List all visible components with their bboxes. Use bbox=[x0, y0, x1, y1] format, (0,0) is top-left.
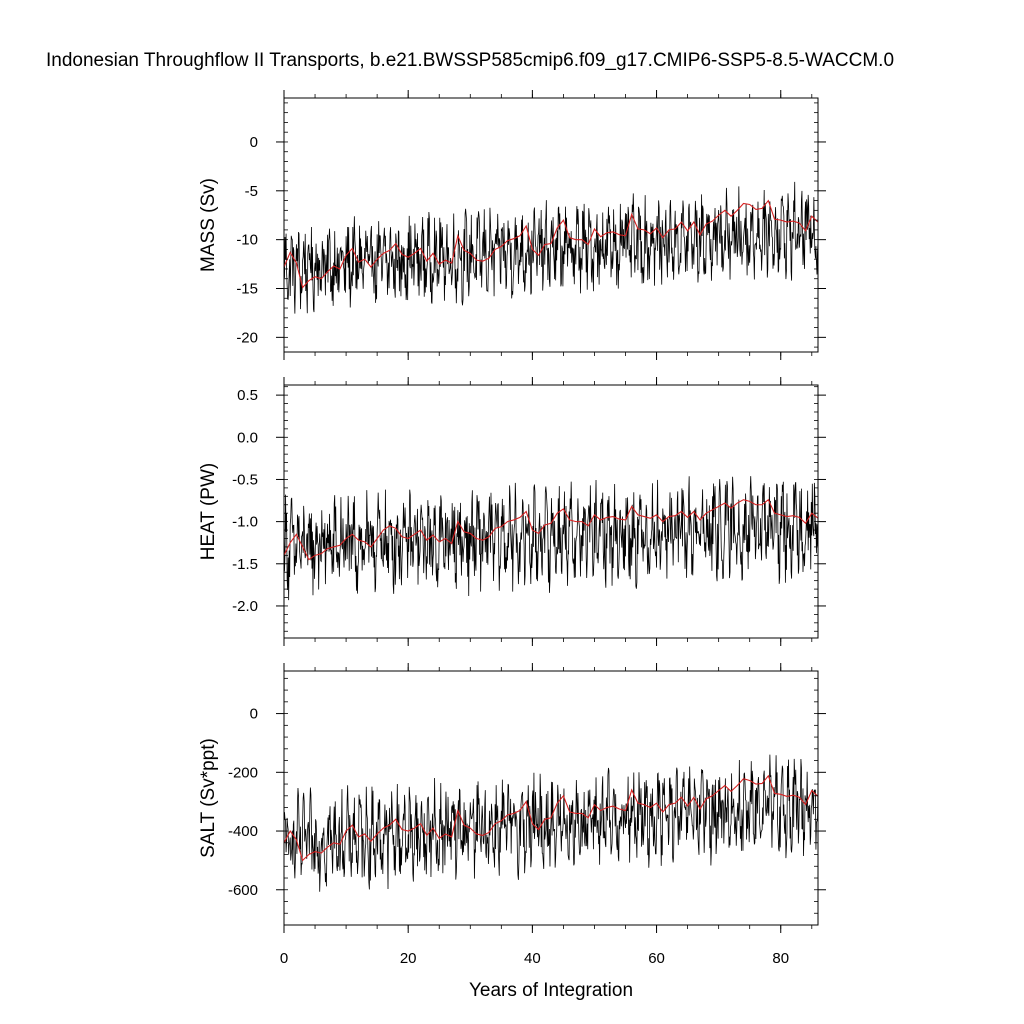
panels: 0 -5 -10 -15 -20 MASS (Sv) 0.5 0.0 -0.5 -1.0 -1.5 -… bbox=[198, 90, 826, 967]
y-tick-label: -2.0 bbox=[232, 598, 258, 615]
x-tick-label: 40 bbox=[524, 950, 541, 967]
x-axis-label: Years of Integration bbox=[469, 980, 633, 1001]
panel-salt: 0 -200 -400 -600 SALT (Sv*ppt) bbox=[198, 663, 826, 933]
y-tick-label: -20 bbox=[236, 329, 258, 346]
y-tick-label: -1.0 bbox=[232, 514, 258, 531]
x-tick-label: 20 bbox=[400, 950, 417, 967]
y-tick-label: -400 bbox=[228, 823, 258, 840]
annual-mean-series-heat bbox=[284, 498, 818, 561]
panel-mass: 0 -5 -10 -15 -20 MASS (Sv) bbox=[198, 90, 826, 360]
plot-frame-salt bbox=[283, 670, 819, 926]
x-tick-label: 0 bbox=[280, 950, 288, 967]
x-tick-label: 60 bbox=[648, 950, 665, 967]
x-tick-label: 80 bbox=[772, 950, 789, 967]
annual-mean-series-mass bbox=[284, 199, 818, 289]
y-tick-label: 0.0 bbox=[237, 429, 258, 446]
y-tick-label: 0 bbox=[250, 134, 258, 151]
y-tick-label: -600 bbox=[228, 882, 258, 899]
y-axis-label-mass: MASS (Sv) bbox=[198, 178, 219, 272]
y-tick-label: -1.5 bbox=[232, 556, 258, 573]
y-tick-label: 0.5 bbox=[237, 387, 258, 404]
y-tick-label: -200 bbox=[228, 764, 258, 781]
y-tick-label: -10 bbox=[236, 232, 258, 249]
monthly-series-mass bbox=[284, 181, 818, 314]
monthly-series-heat bbox=[284, 476, 818, 601]
plot-frame-mass bbox=[283, 97, 819, 353]
monthly-series-salt bbox=[284, 754, 818, 892]
panel-heat: 0.5 0.0 -0.5 -1.0 -1.5 -2.0 HEAT (PW) bbox=[198, 377, 826, 646]
y-axis-label-heat: HEAT (PW) bbox=[198, 463, 219, 560]
chart-title: Indonesian Throughflow II Transports, b.… bbox=[46, 50, 894, 71]
y-tick-label: 0 bbox=[250, 706, 258, 723]
y-tick-label: -15 bbox=[236, 281, 258, 298]
y-tick-label: -5 bbox=[245, 183, 258, 200]
y-tick-label: -0.5 bbox=[232, 471, 258, 488]
annual-mean-series-salt bbox=[284, 774, 818, 862]
y-axis-label-salt: SALT (Sv*ppt) bbox=[198, 738, 219, 858]
plot-frame-heat bbox=[283, 384, 819, 639]
